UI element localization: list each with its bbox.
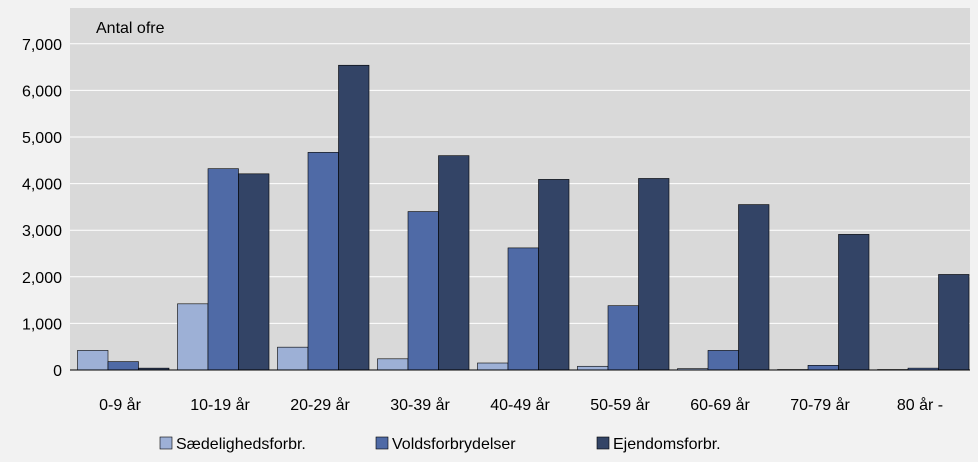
- bar: [107, 361, 139, 371]
- bar: [707, 350, 739, 371]
- legend-swatch: [375, 436, 389, 450]
- x-tick-label: 40-49 år: [490, 396, 550, 414]
- legend-item: Ejendomsforbr.: [596, 436, 721, 453]
- y-tick-label: 2,000: [22, 270, 62, 287]
- legend-label: Ejendomsforbr.: [613, 436, 721, 453]
- bar: [307, 152, 339, 371]
- bar: [507, 247, 539, 371]
- bar: [407, 211, 439, 371]
- bar: [938, 274, 970, 371]
- bar: [277, 346, 309, 371]
- x-tick-label: 10-19 år: [190, 396, 250, 414]
- y-tick-label: 4,000: [22, 177, 62, 194]
- y-axis-ticks: 0 1,000 2,000 3,000 4,000 5,000 6,000 7,000: [22, 37, 62, 380]
- y-axis-label: Antal ofre: [96, 20, 165, 37]
- y-tick-label: 0: [53, 363, 62, 380]
- legend-label: Voldsforbrydelser: [392, 436, 516, 453]
- legend-item: Sædelighedsforbr.: [159, 436, 306, 453]
- legend-label: Sædelighedsforbr.: [176, 436, 306, 453]
- y-tick-label: 5,000: [22, 130, 62, 147]
- bar: [338, 64, 370, 371]
- bar: [438, 155, 470, 371]
- legend-swatch: [159, 436, 173, 450]
- bar: [538, 179, 570, 371]
- x-axis-ticks: 0-9 år 10-19 år 20-29 år 30-39 år 40-49 år 50…: [99, 396, 943, 414]
- x-tick-label: 70-79 år: [790, 396, 850, 414]
- bars: [77, 64, 970, 371]
- bar: [577, 365, 609, 371]
- y-tick-label: 1,000: [22, 316, 62, 333]
- bar: [477, 362, 509, 371]
- x-tick-label: 60-69 år: [690, 396, 750, 414]
- bar: [638, 178, 670, 371]
- legend: Sædelighedsforbr. Voldsforbrydelser Ejendo…: [159, 436, 721, 453]
- bar: [607, 305, 639, 371]
- bar: [807, 365, 839, 371]
- y-tick-label: 6,000: [22, 83, 62, 100]
- x-tick-label: 0-9 år: [99, 396, 141, 414]
- y-tick-label: 3,000: [22, 223, 62, 240]
- bar: [77, 350, 109, 371]
- x-tick-label: 20-29 år: [290, 396, 350, 414]
- bar: [177, 303, 209, 371]
- x-tick-label: 80 år -: [897, 396, 943, 414]
- legend-swatch: [596, 436, 610, 450]
- x-tick-label: 30-39 år: [390, 396, 450, 414]
- bar: [207, 168, 239, 371]
- x-tick-label: 50-59 år: [590, 396, 650, 414]
- legend-item: Voldsforbrydelser: [375, 436, 516, 453]
- bar: [738, 204, 770, 371]
- bar: [838, 234, 870, 371]
- y-tick-label: 7,000: [22, 37, 62, 54]
- bar: [238, 173, 270, 371]
- bar: [377, 358, 409, 371]
